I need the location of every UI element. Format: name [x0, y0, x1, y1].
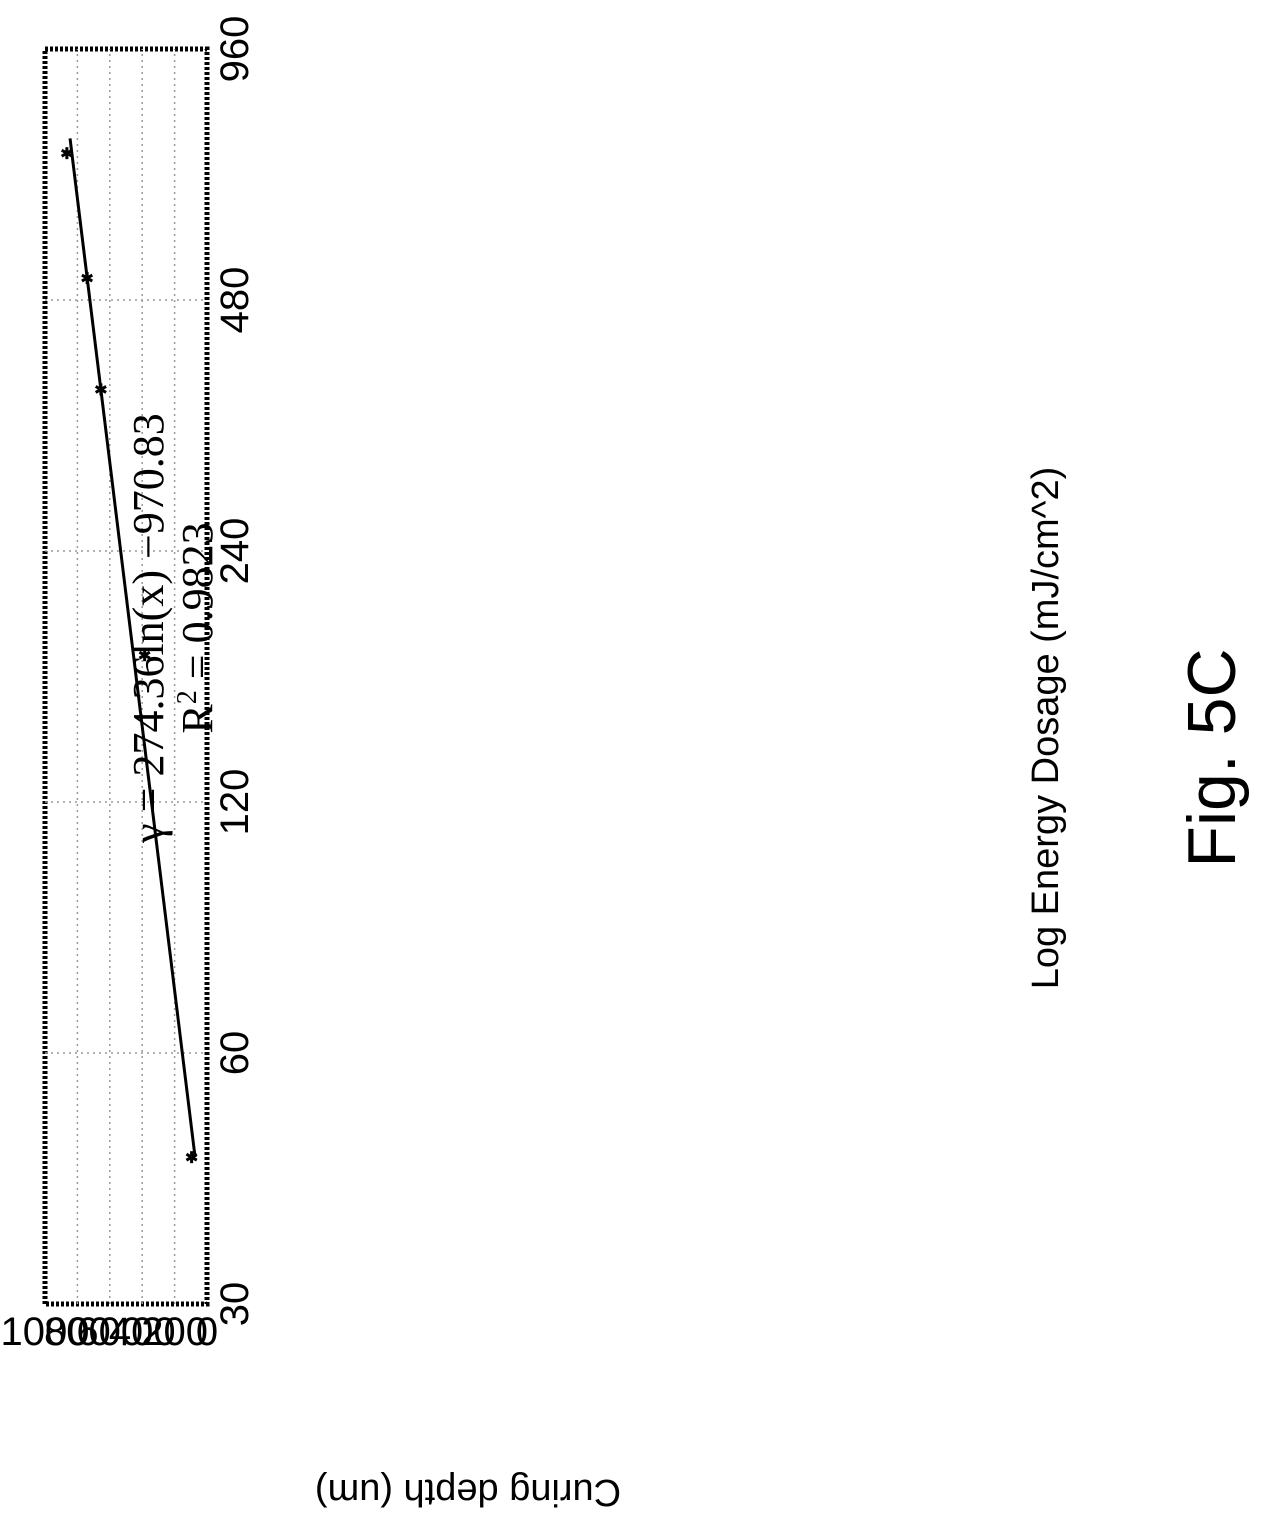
data-point	[138, 649, 151, 662]
r-squared-sup: 2	[172, 690, 203, 704]
data-point	[94, 383, 107, 396]
y-tick-label: 0	[196, 1310, 218, 1354]
data-point	[81, 272, 94, 285]
data-point	[185, 1151, 198, 1164]
trendline	[68, 138, 197, 1158]
x-tick-label: 480	[213, 267, 257, 334]
data-points	[60, 147, 198, 1164]
y-tick-label: 200	[141, 1310, 208, 1354]
x-tick-label: 30	[213, 1282, 257, 1327]
y-tick-label: 800	[44, 1310, 111, 1354]
r-squared-prefix: R	[173, 704, 222, 734]
r-squared-text: R2 = 0.9823	[172, 522, 222, 733]
r-squared-value: = 0.9823	[173, 522, 222, 690]
figure-label: Fig. 5C	[1174, 648, 1250, 867]
x-tick-label: 960	[213, 16, 257, 83]
y-tick-label: 1000	[1, 1310, 90, 1354]
grid-lines	[45, 49, 207, 1304]
y-axis-title: Curing depth (um)	[315, 1471, 621, 1513]
equation-text: γ = 274.36ln(x) −970.83	[124, 413, 173, 844]
y-tick-label: 400	[109, 1310, 176, 1354]
x-axis-title: Log Energy Dosage (mJ/cm^2)	[1025, 467, 1067, 990]
x-tick-label: 240	[213, 518, 257, 585]
y-tick-label: 600	[76, 1310, 143, 1354]
x-tick-label: 60	[213, 1031, 257, 1076]
plot-area	[42, 46, 210, 1307]
x-tick-label: 120	[213, 769, 257, 836]
data-point	[60, 147, 73, 160]
